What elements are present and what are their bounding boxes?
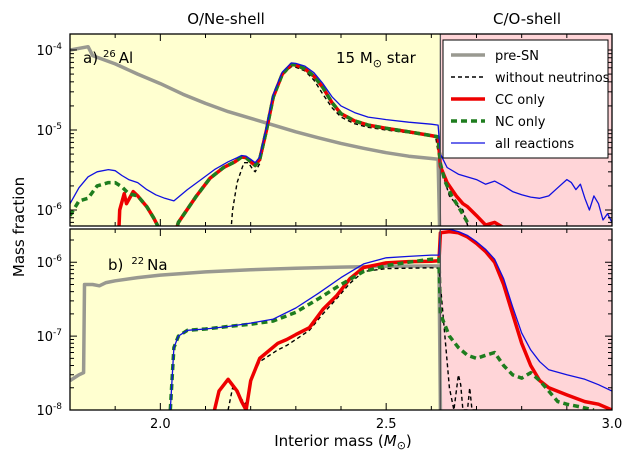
x-axis-label-text: Interior mass ( <box>274 432 384 450</box>
panel-a-annotation: 15 M⊙ star <box>336 49 417 70</box>
y-tick-label-panel-2: 10-8 <box>36 402 62 419</box>
series-line-all-reactions-panel-1 <box>70 62 612 223</box>
y-tick-label-panel-1: 10-5 <box>36 122 62 139</box>
legend-label-nc-only: NC only <box>495 115 546 130</box>
y-tick-label-base: 10 <box>36 44 53 59</box>
annotation-main: 15 M <box>336 49 373 67</box>
panel-b-mass: 22 <box>131 256 144 267</box>
y-tick-label-panel-2: 10-6 <box>36 254 62 271</box>
legend-label-all-reactions: all reactions <box>495 137 574 152</box>
series-line-nc-only-panel-1 <box>70 62 472 226</box>
y-tick-label-base: 10 <box>36 330 53 345</box>
y-tick-label-exponent: -8 <box>53 402 62 412</box>
legend-label-pre-sn: pre-SN <box>495 49 539 64</box>
y-axis-label: Mass fraction <box>10 177 28 277</box>
x-tick-label: 2.0 <box>150 417 171 432</box>
x-axis-label-close: ) <box>406 432 412 450</box>
legend-label-without-neutrinos: without neutrinos <box>495 71 610 86</box>
annotation-tail: star <box>382 49 417 67</box>
panel-a-prefix: a) <box>83 49 98 67</box>
panel-a-label: a) 26 Al <box>83 49 133 67</box>
panel-b-prefix: b) <box>108 256 123 274</box>
y-tick-label-panel-1: 10-6 <box>36 202 62 219</box>
region-label-c-o: C/O-shell <box>493 10 561 28</box>
panel-a-mass: 26 <box>103 49 116 60</box>
x-tick-label: 3.0 <box>602 417 623 432</box>
series-line-cc-only-panel-2 <box>212 229 612 410</box>
y-tick-label-exponent: -7 <box>53 328 62 338</box>
y-tick-label-base: 10 <box>36 124 53 139</box>
series-line-pre-sn-panel-2 <box>70 264 443 410</box>
y-tick-label-base: 10 <box>36 404 53 419</box>
series-line-pre-sn-panel-1 <box>70 44 442 226</box>
panel-a-element: Al <box>119 49 133 67</box>
x-axis-label-sub: ⊙ <box>397 439 406 452</box>
y-tick-label-base: 10 <box>36 204 53 219</box>
region-label-one-ne: O/Ne-shell <box>187 10 265 28</box>
legend-label-cc-only: CC only <box>495 93 545 108</box>
x-axis-label-unit: M <box>384 432 397 450</box>
y-tick-label-base: 10 <box>36 256 53 271</box>
y-tick-label-exponent: -6 <box>53 202 62 212</box>
panel-b-element: Na <box>147 256 167 274</box>
y-tick-label-exponent: -4 <box>53 42 62 52</box>
region-c-o-panel-2 <box>440 229 612 410</box>
y-tick-label-panel-2: 10-7 <box>36 328 62 345</box>
annotation-sub: ⊙ <box>373 57 382 70</box>
panel-b-label: b) 22 Na <box>108 256 168 274</box>
y-tick-label-panel-1: 10-4 <box>36 42 62 59</box>
x-tick-label: 2.5 <box>376 417 397 432</box>
x-axis-label: Interior mass (M⊙) <box>274 432 412 452</box>
y-tick-label-exponent: -5 <box>53 122 62 132</box>
y-tick-label-exponent: -6 <box>53 254 62 264</box>
region-one-ne-panel-2 <box>70 229 441 410</box>
